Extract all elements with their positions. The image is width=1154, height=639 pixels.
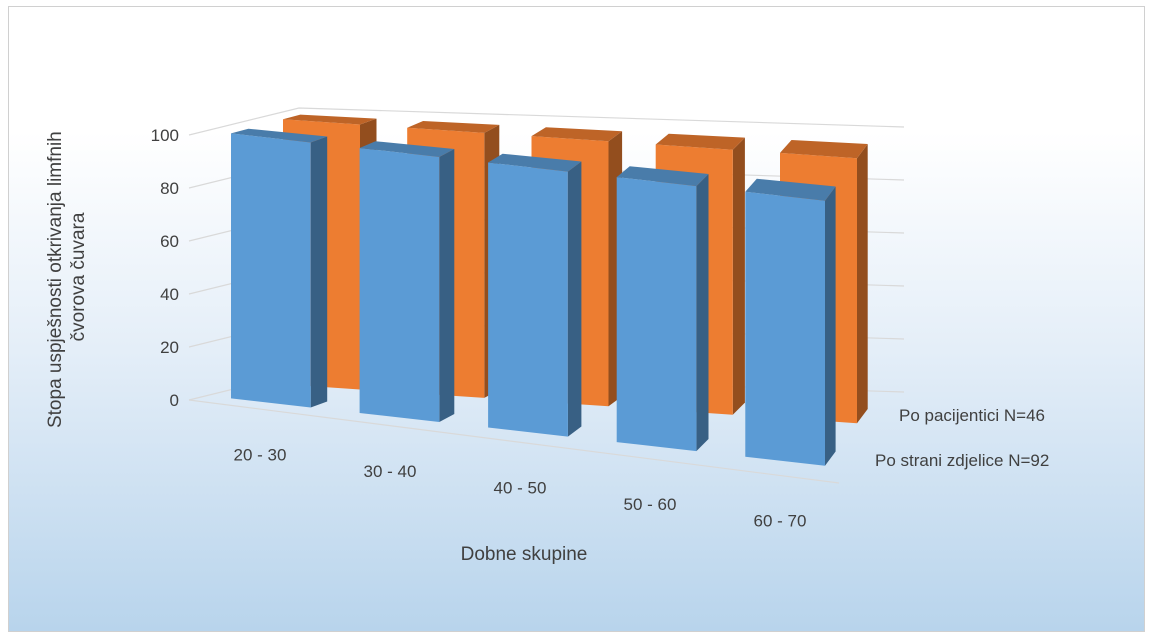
bar-front-face (745, 191, 825, 466)
y-axis-title: Stopa uspješnosti otkrivanja limfnih čvo… (45, 126, 89, 428)
y-tick-label: 60 (160, 232, 179, 251)
bars (231, 114, 868, 466)
bar-top-face (745, 178, 836, 201)
y-tick-label: 100 (151, 126, 179, 145)
tick-labels: 0 20 40 60 80 100 20 - 30 30 - 40 40 - 50 50 - 60… (151, 126, 807, 531)
bar-top-face (407, 121, 500, 133)
bar-front-face (488, 162, 568, 437)
x-tick-label: 20 - 30 (234, 445, 287, 464)
bar-top-face (780, 140, 868, 159)
bar-side-face (825, 186, 836, 466)
bar-top-face (655, 133, 745, 150)
y-tick-label: 0 (170, 391, 179, 410)
chart-area: 0 20 40 60 80 100 20 - 30 30 - 40 40 - 50 50 - 60… (8, 6, 1145, 632)
legend-series-2: Po pacijentici N=46 (899, 406, 1045, 425)
bar (488, 153, 582, 437)
bar (359, 141, 455, 422)
bar (745, 178, 836, 466)
legend-series-1: Po strani zdjelice N=92 (875, 451, 1049, 470)
bar-top-face (616, 166, 709, 187)
bar-top-face (531, 127, 623, 142)
bar-side-face (439, 149, 455, 422)
bar-side-face (696, 174, 709, 452)
bar-side-face (732, 137, 745, 415)
y-tick-label: 20 (160, 338, 179, 357)
bar-front-face (616, 177, 697, 452)
bar-side-face (857, 144, 868, 424)
gridline (188, 107, 905, 136)
x-tick-label: 30 - 40 (364, 462, 417, 481)
bar-top-face (359, 141, 455, 157)
bar (616, 166, 709, 452)
bar-side-face (567, 161, 582, 437)
bar-front-face (359, 148, 440, 422)
bar-front-face (231, 133, 311, 408)
bar (231, 128, 328, 408)
y-axis-title-line-2: čvorova čuvara (68, 212, 89, 341)
y-axis-title-line-1: Stopa uspješnosti otkrivanja limfnih (45, 131, 66, 428)
chart-svg: 0 20 40 60 80 100 20 - 30 30 - 40 40 - 50 50 - 60… (45, 107, 1049, 565)
x-axis-title: Dobne skupine (461, 544, 588, 565)
x-tick-label: 60 - 70 (754, 512, 807, 531)
bar-top-face (488, 153, 582, 172)
bar-side-face (310, 136, 328, 408)
bar-top-face (231, 128, 328, 143)
y-tick-label: 80 (160, 179, 179, 198)
y-tick-label: 40 (160, 285, 179, 304)
x-tick-label: 40 - 50 (494, 479, 547, 498)
floor-edge (188, 399, 840, 484)
x-tick-label: 50 - 60 (624, 495, 677, 514)
bar-top-face (283, 114, 377, 125)
